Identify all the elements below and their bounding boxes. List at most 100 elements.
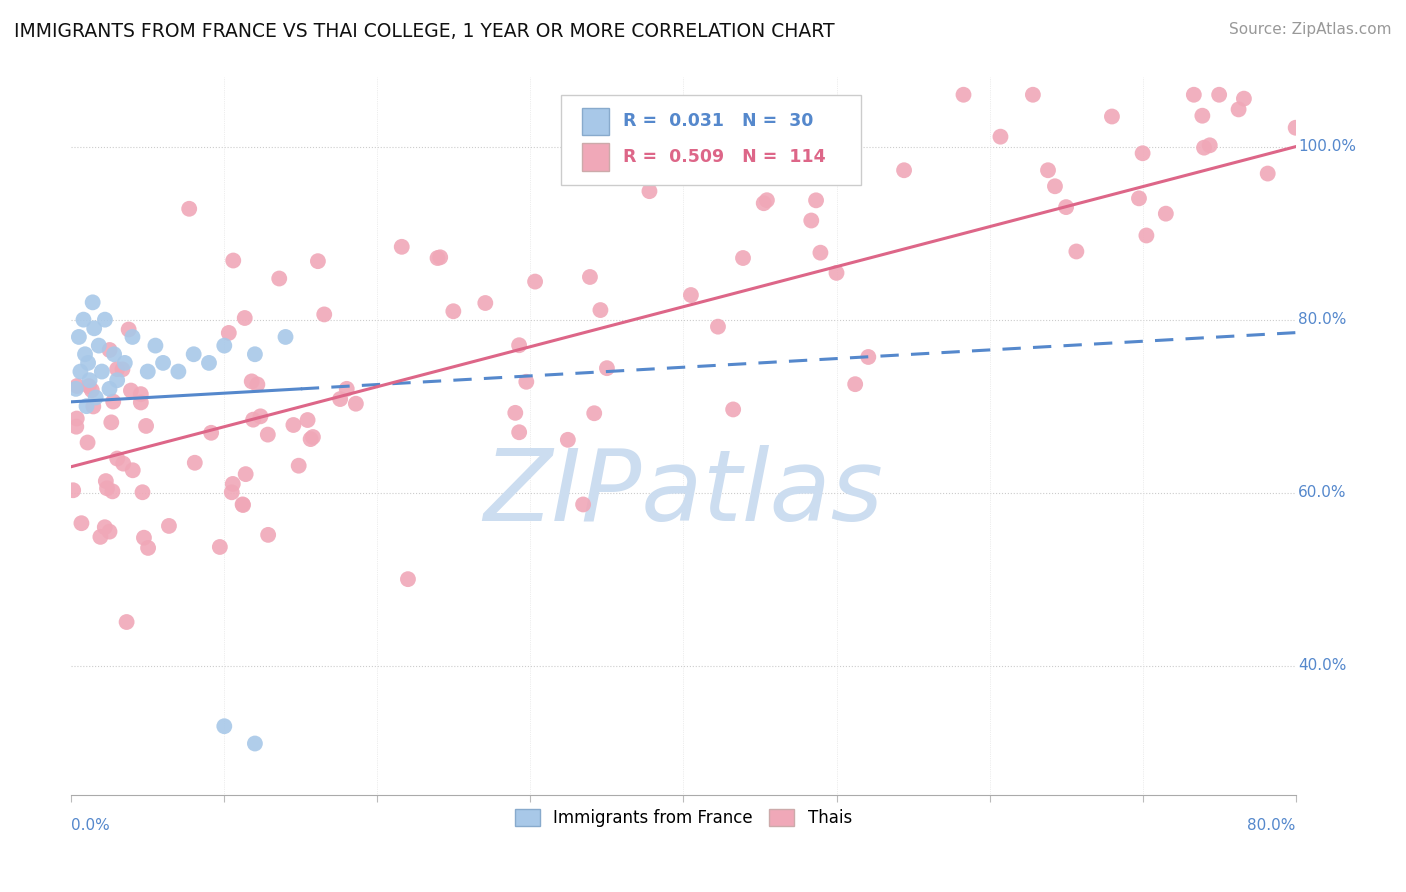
Point	[83, 321, 105, 335]
Point	[302, 430, 325, 444]
Point	[1191, 109, 1213, 123]
Point	[67, 330, 90, 344]
Point	[1022, 87, 1045, 102]
Point	[94, 312, 117, 326]
Point	[242, 412, 264, 426]
Point	[66, 379, 89, 393]
Text: R =  0.509   N =  114: R = 0.509 N = 114	[623, 148, 827, 166]
Point	[1208, 87, 1230, 102]
Point	[98, 524, 121, 539]
Point	[136, 365, 159, 379]
Point	[184, 456, 207, 470]
Point	[1233, 92, 1256, 106]
Point	[101, 484, 124, 499]
Point	[246, 377, 269, 392]
Point	[1132, 146, 1154, 161]
FancyBboxPatch shape	[582, 144, 609, 170]
Point	[77, 379, 100, 393]
Point	[183, 347, 205, 361]
Point	[200, 425, 222, 440]
Point	[80, 383, 103, 397]
Point	[1198, 138, 1220, 153]
Text: 0.0%: 0.0%	[72, 818, 110, 833]
Point	[112, 457, 135, 471]
Text: 60.0%: 60.0%	[1298, 485, 1347, 500]
Point	[893, 163, 915, 178]
Point	[73, 347, 96, 361]
Point	[98, 382, 121, 396]
Point	[84, 391, 107, 405]
Text: 80.0%: 80.0%	[1298, 312, 1347, 327]
Point	[87, 338, 110, 352]
Text: 40.0%: 40.0%	[1298, 658, 1347, 673]
Point	[1135, 228, 1157, 243]
Point	[77, 356, 100, 370]
Point	[94, 520, 117, 534]
Point	[731, 251, 754, 265]
Point	[105, 451, 128, 466]
Point	[98, 343, 121, 357]
Point	[441, 304, 464, 318]
Point	[1182, 87, 1205, 102]
Point	[1101, 110, 1123, 124]
Point	[157, 519, 180, 533]
Point	[232, 497, 254, 511]
Point	[121, 330, 143, 344]
Point	[990, 129, 1012, 144]
FancyBboxPatch shape	[561, 95, 860, 186]
Point	[120, 384, 142, 398]
Point	[222, 253, 245, 268]
Point	[858, 350, 880, 364]
Legend: Immigrants from France, Thais: Immigrants from France, Thais	[508, 802, 859, 834]
Point	[135, 418, 157, 433]
Point	[208, 540, 231, 554]
Point	[336, 382, 359, 396]
Point	[105, 362, 128, 376]
Point	[297, 413, 319, 427]
Point	[515, 375, 537, 389]
Point	[82, 295, 104, 310]
Point	[474, 296, 496, 310]
Point	[103, 394, 125, 409]
Point	[235, 467, 257, 482]
Point	[752, 196, 775, 211]
Point	[1054, 200, 1077, 214]
Point	[429, 250, 451, 264]
Point	[152, 356, 174, 370]
Point	[707, 319, 730, 334]
Point	[810, 245, 832, 260]
Point	[572, 498, 595, 512]
Point	[72, 312, 94, 326]
Text: ZIPatlas: ZIPatlas	[484, 445, 883, 542]
Point	[583, 406, 606, 420]
Point	[70, 516, 93, 531]
Point	[232, 498, 254, 512]
Point	[952, 87, 974, 102]
Point	[1154, 207, 1177, 221]
Point	[179, 202, 201, 216]
Point	[76, 399, 98, 413]
Point	[579, 270, 602, 285]
Point	[69, 365, 91, 379]
Point	[79, 373, 101, 387]
Point	[283, 417, 305, 432]
Point	[596, 361, 619, 376]
Point	[118, 322, 141, 336]
Point	[240, 375, 263, 389]
Point	[89, 530, 111, 544]
Point	[638, 184, 661, 198]
Point	[1036, 163, 1059, 178]
Point	[214, 338, 236, 352]
Point	[508, 338, 530, 352]
Point	[1043, 179, 1066, 194]
Point	[256, 427, 278, 442]
Point	[96, 481, 118, 495]
Point	[222, 477, 245, 491]
Point	[66, 411, 89, 425]
Point	[129, 387, 152, 401]
Point	[396, 572, 419, 586]
Point	[1066, 244, 1088, 259]
Point	[825, 266, 848, 280]
Point	[129, 395, 152, 409]
Point	[76, 435, 98, 450]
